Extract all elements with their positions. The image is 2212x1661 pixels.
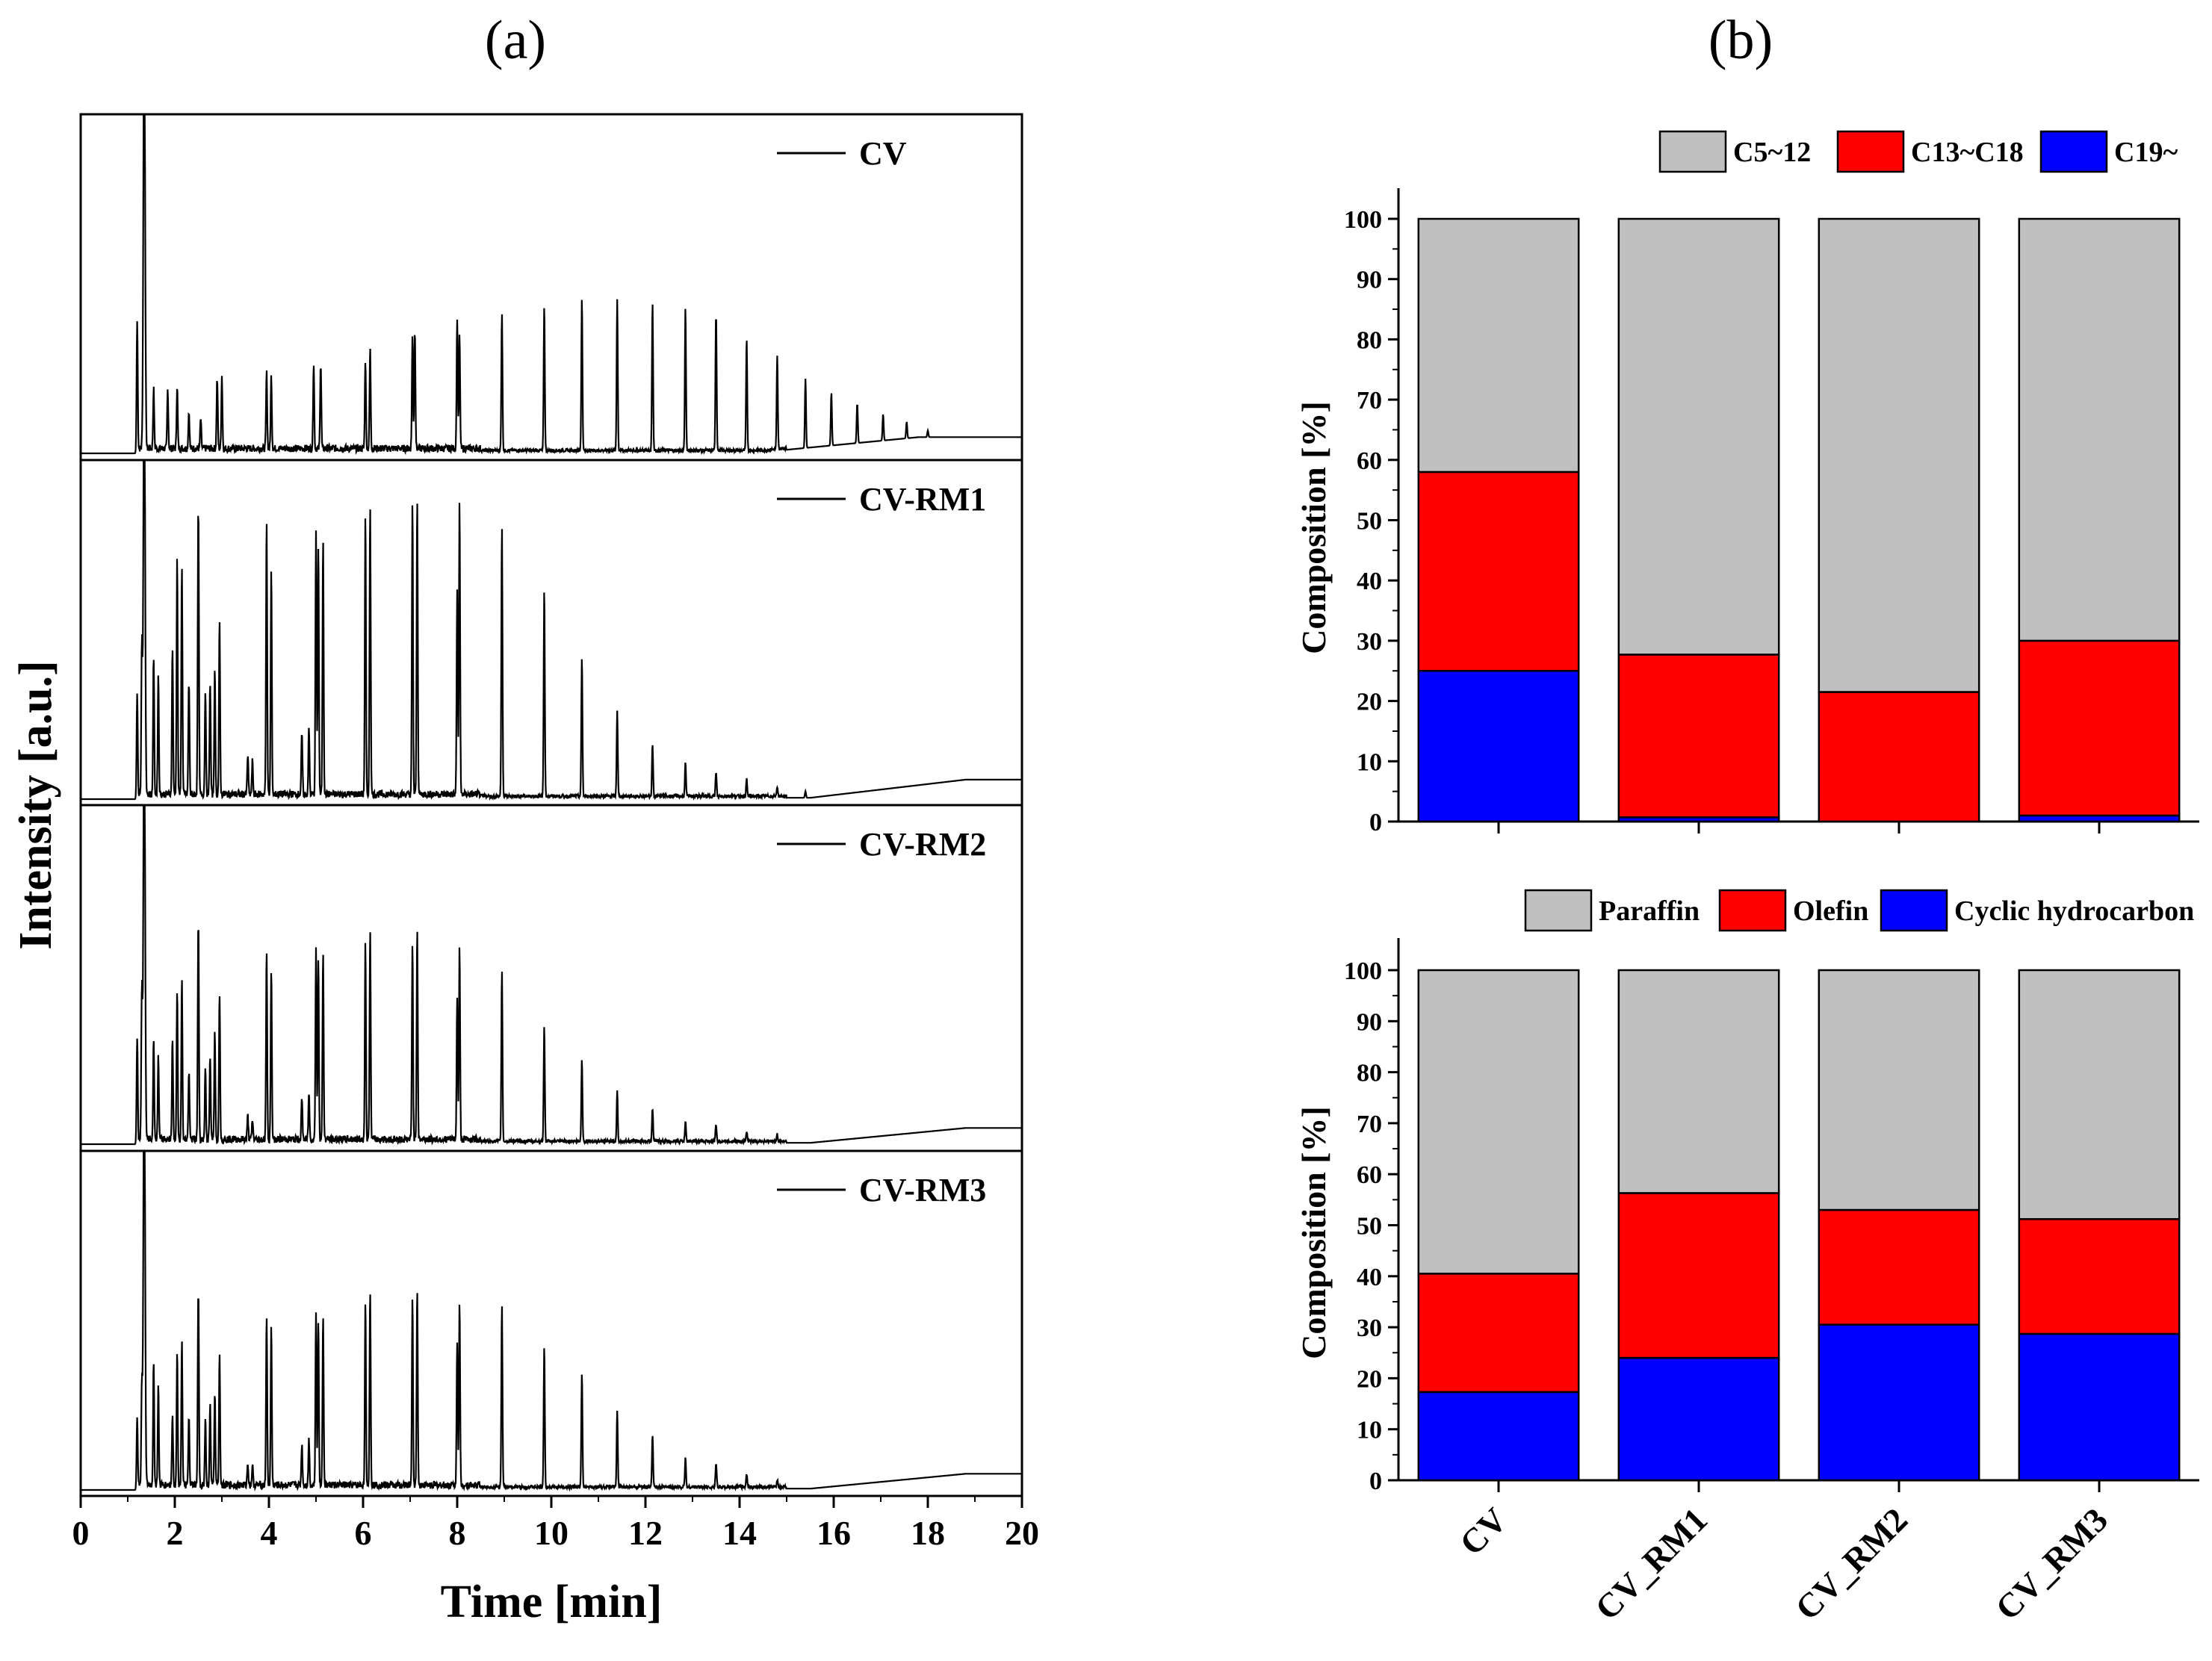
y-tick-label: 50 xyxy=(1357,508,1382,535)
legend-label: CV-RM1 xyxy=(859,481,986,518)
bar-segment-paraffin xyxy=(1417,969,1580,1275)
category-label: CV xyxy=(1452,1500,1514,1562)
bar-segment-paraffin xyxy=(1818,969,1980,1211)
x-tick-label: 18 xyxy=(911,1514,945,1552)
legend-swatch xyxy=(2039,130,2108,173)
category-label: CV_RM3 xyxy=(1988,1500,2115,1627)
bar-segment-c5-12 xyxy=(1818,217,1980,693)
bar-segment-paraffin xyxy=(2018,969,2181,1220)
y-tick-label: 70 xyxy=(1357,1111,1382,1138)
legend-label: Cyclic hydrocarbon xyxy=(1954,895,2194,927)
y-tick-label: 50 xyxy=(1357,1213,1382,1241)
category-label: CV_RM1 xyxy=(1587,1500,1714,1627)
x-tick-label: 20 xyxy=(1005,1514,1039,1552)
y-tick-label: 80 xyxy=(1357,1060,1382,1087)
legend-label: C13~C18 xyxy=(1911,137,2024,168)
bar-segment-cyclic-hydrocarbon xyxy=(1617,1356,1780,1482)
legend-label: C5~12 xyxy=(1733,137,1811,168)
y-tick-label: 80 xyxy=(1357,326,1382,354)
y-tick-label: 30 xyxy=(1357,1314,1382,1342)
bar-segment-c13-c18 xyxy=(1417,471,1580,672)
legend-swatch xyxy=(1718,889,1787,932)
legend-label: C19~ xyxy=(2114,137,2178,168)
carbon-range-bar-chart: 0 10 20 30 40 50 60 70 80 90 100 Composition [%] C5~… xyxy=(1295,130,2199,836)
legend-label: Paraffin xyxy=(1599,895,1700,927)
bar-segment-c5-12 xyxy=(2018,217,2181,642)
legend-label: Olefin xyxy=(1793,895,1868,927)
bar-segment-c13-c18 xyxy=(2018,639,2181,817)
bar-segment-c5-12 xyxy=(1417,217,1580,474)
y-tick-label: 0 xyxy=(1369,809,1382,836)
chromatogram-trace xyxy=(81,459,1022,801)
y-axis-title: Intensity [a.u.] xyxy=(10,660,61,950)
panel-b-label: (b) xyxy=(1708,10,1773,71)
y-tick-label: 90 xyxy=(1357,267,1382,294)
chromatogram-trace xyxy=(81,1150,1022,1492)
y-tick-label: 60 xyxy=(1357,1161,1382,1189)
x-tick-label: 6 xyxy=(355,1514,372,1552)
x-tick-label: 14 xyxy=(722,1514,757,1552)
bar-segment-olefin xyxy=(1417,1273,1580,1394)
chromatogram-panel: CV CV-RM1 CV-RM2 CV-RM3 0 2 4 6 8 10 12 14 16 18 20 T… xyxy=(10,113,1039,1627)
legend-swatch xyxy=(1836,130,1905,173)
bar-segment-olefin xyxy=(1617,1192,1780,1359)
bar-segment-olefin xyxy=(1818,1208,1980,1326)
y-tick-label: 30 xyxy=(1357,628,1382,656)
bar-segment-cyclic-hydrocarbon xyxy=(2018,1332,2181,1482)
category-label: CV_RM2 xyxy=(1788,1500,1915,1627)
y-tick-label: 100 xyxy=(1344,206,1382,234)
bar-segment-c13-c18 xyxy=(1617,653,1780,819)
x-tick-label: 8 xyxy=(449,1514,466,1552)
bar-segment-olefin xyxy=(2018,1218,2181,1335)
y-axis-title: Composition [%] xyxy=(1295,1106,1333,1359)
bar-segment-c5-12 xyxy=(1617,217,1780,656)
legend-label: CV xyxy=(859,135,907,172)
legend-label: CV-RM2 xyxy=(859,826,986,863)
x-tick-label: 16 xyxy=(817,1514,851,1552)
legend-label: CV-RM3 xyxy=(859,1172,986,1208)
y-axis-title: Composition [%] xyxy=(1295,401,1333,654)
y-tick-label: 20 xyxy=(1357,689,1382,716)
y-tick-label: 100 xyxy=(1344,957,1382,985)
bar-segment-cyclic-hydrocarbon xyxy=(1417,1391,1580,1482)
x-tick-label: 12 xyxy=(628,1514,663,1552)
legend-swatch xyxy=(1880,889,1948,932)
chromatogram-trace xyxy=(81,114,1022,456)
y-tick-label: 70 xyxy=(1357,387,1382,415)
bar-segment-c13-c18 xyxy=(1818,691,1980,823)
hydrocarbon-type-bar-chart: 0 10 20 30 40 50 60 70 80 90 100 Composition [%] CV C… xyxy=(1295,889,2199,1627)
x-axis-title: Time [min] xyxy=(441,1577,663,1627)
y-tick-label: 90 xyxy=(1357,1008,1382,1036)
y-tick-label: 10 xyxy=(1357,1417,1382,1444)
x-tick-label: 10 xyxy=(534,1514,569,1552)
y-tick-label: 20 xyxy=(1357,1365,1382,1393)
chromatogram-trace xyxy=(81,804,1022,1146)
x-tick-label: 2 xyxy=(167,1514,184,1552)
y-tick-label: 40 xyxy=(1357,568,1382,595)
legend-swatch xyxy=(1524,889,1593,932)
x-tick-label: 0 xyxy=(72,1514,90,1552)
panel-a-label: (a) xyxy=(485,10,546,71)
legend-swatch xyxy=(1658,130,1727,173)
x-tick-label: 4 xyxy=(261,1514,278,1552)
y-tick-label: 60 xyxy=(1357,447,1382,475)
y-tick-label: 0 xyxy=(1369,1468,1382,1495)
y-tick-label: 40 xyxy=(1357,1264,1382,1291)
y-tick-label: 10 xyxy=(1357,748,1382,776)
bar-segment-c19- xyxy=(1417,670,1580,823)
bar-segment-cyclic-hydrocarbon xyxy=(1818,1323,1980,1482)
bar-segment-paraffin xyxy=(1617,969,1780,1194)
